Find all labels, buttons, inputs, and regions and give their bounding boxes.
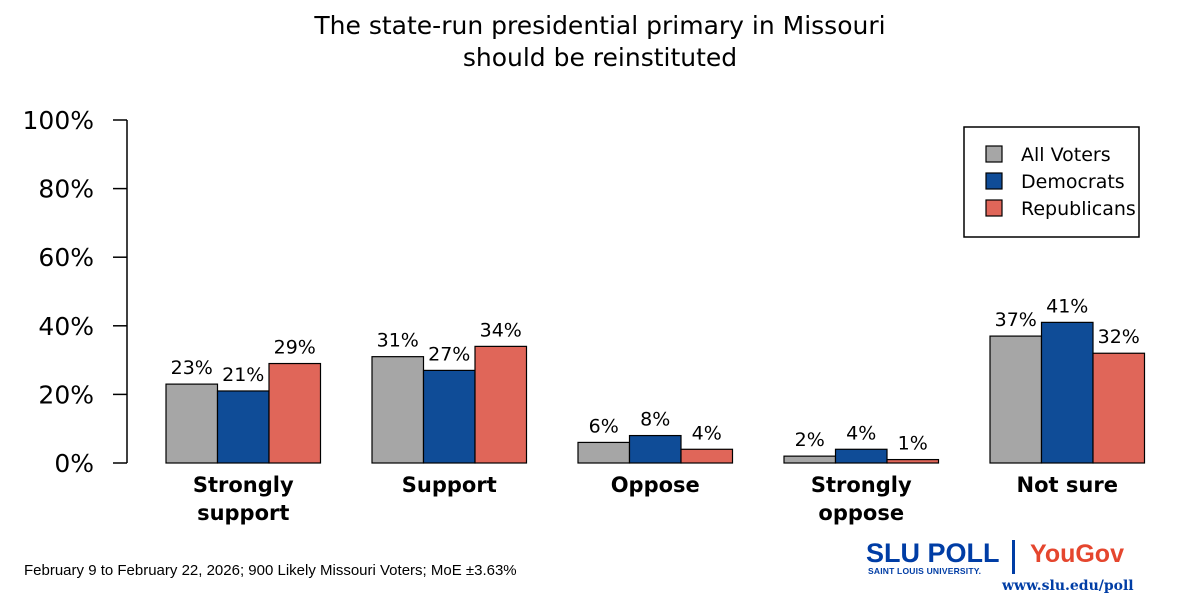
yougov-logo-text: YouGov (1030, 540, 1124, 568)
y-tick-label: 40% (38, 312, 94, 341)
legend-swatch (985, 172, 1003, 190)
bar (371, 356, 425, 464)
legend-swatch (985, 199, 1003, 217)
slu-yougov-logo: SLU POLL SAINT LOUIS UNIVERSITY. YouGov … (866, 538, 1166, 598)
bar (1040, 321, 1094, 464)
bar-value-label: 6% (589, 415, 619, 437)
y-tick-label: 60% (38, 243, 94, 272)
legend: All Voters Democrats Republicans (963, 126, 1140, 238)
poll-url: www.slu.edu/poll (1002, 578, 1134, 594)
bar-value-label: 8% (640, 409, 670, 431)
bar (886, 458, 940, 464)
bar-value-label: 41% (1046, 295, 1088, 317)
y-tick-label: 100% (23, 106, 94, 135)
bar-value-label: 37% (995, 309, 1037, 331)
bar (165, 383, 219, 464)
legend-label: All Voters (1021, 144, 1111, 166)
chart-title: The state-run presidential primary in Mi… (0, 10, 1200, 74)
bar-value-label: 23% (171, 357, 213, 379)
slu-poll-logo-text: SLU POLL (866, 538, 1000, 568)
x-axis-labels: Strongly support Support Oppose Strongly oppo… (193, 473, 1118, 525)
bar (989, 335, 1043, 464)
bar (834, 448, 888, 464)
bar-value-label: 27% (428, 343, 470, 365)
bar (474, 345, 528, 464)
legend-swatch (985, 145, 1003, 163)
bar-value-label: 4% (692, 422, 722, 444)
chart-title-line1: The state-run presidential primary in Mi… (314, 11, 886, 40)
logo-separator (1012, 540, 1015, 574)
bar (783, 455, 837, 464)
x-category-label: Strongly (811, 473, 912, 497)
legend-label: Democrats (1021, 171, 1125, 193)
bar-value-label: 2% (795, 429, 825, 451)
saint-louis-university-text: SAINT LOUIS UNIVERSITY. (868, 566, 982, 576)
bar-value-label: 34% (480, 319, 522, 341)
bar (216, 390, 270, 464)
bar-value-label: 31% (377, 330, 419, 352)
y-tick-label: 20% (38, 380, 94, 409)
bar-value-label: 32% (1098, 326, 1140, 348)
bar (628, 434, 682, 464)
x-category-label: oppose (818, 501, 904, 525)
bar (422, 369, 476, 464)
y-tick-label: 0% (54, 449, 94, 478)
y-tick-label: 80% (38, 175, 94, 204)
bar-value-label: 4% (846, 422, 876, 444)
bars (165, 321, 1146, 464)
chart-title-line2: should be reinstituted (462, 43, 738, 72)
x-category-label: Strongly (193, 473, 294, 497)
bar-value-labels: 23% 21% 29% 31% 27% 34% 6% 8% 4% 2% 4% 1% 37% 41% 32% (171, 295, 1140, 454)
bar (268, 362, 322, 464)
x-category-label: Support (402, 473, 497, 497)
bar-value-label: 1% (898, 433, 928, 455)
bar (680, 448, 734, 464)
bar-value-label: 21% (222, 364, 264, 386)
footnote: February 9 to February 22, 2026; 900 Lik… (24, 562, 517, 579)
bar (1092, 352, 1146, 464)
x-category-label: Not sure (1017, 473, 1118, 497)
bar (577, 441, 631, 464)
legend-label: Republicans (1021, 198, 1136, 220)
x-category-label: support (197, 501, 289, 525)
bar-value-label: 29% (274, 337, 316, 359)
x-category-label: Oppose (611, 473, 700, 497)
y-axis: 0% 20% 40% 60% 80% 100% (23, 106, 128, 478)
